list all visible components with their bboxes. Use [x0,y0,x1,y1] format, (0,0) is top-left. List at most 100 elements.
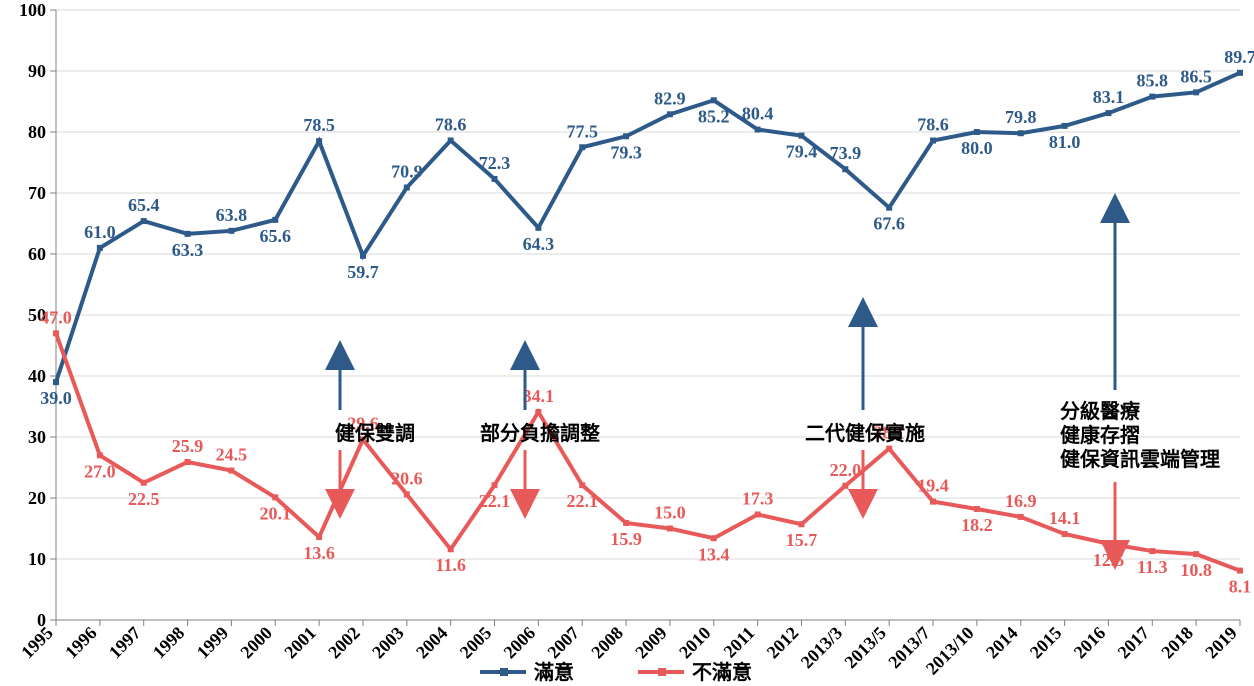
data-label-1: 22.5 [128,489,160,509]
y-tick-label: 20 [28,488,46,508]
legend-label: 不滿意 [692,660,752,684]
y-tick-label: 70 [28,183,46,203]
series-line-0 [56,73,1240,382]
series-marker-1 [492,482,498,488]
x-tick-label: 2001 [280,623,320,663]
x-tick-label: 1998 [149,623,189,663]
x-tick-label: 2002 [324,623,364,663]
series-marker-0 [1193,89,1199,95]
x-tick-label: 2006 [500,623,540,663]
data-label-1: 24.5 [216,445,248,465]
x-tick-label: 2009 [631,623,671,663]
x-tick-label: 2015 [1026,623,1066,663]
data-label-1: 20.6 [391,468,423,488]
data-label-1: 25.9 [172,436,204,456]
series-marker-0 [272,217,278,223]
series-marker-1 [930,499,936,505]
legend-marker [500,668,508,676]
data-label-0: 83.1 [1093,87,1125,107]
data-label-0: 81.0 [1049,132,1081,152]
data-label-1: 22.1 [479,491,511,511]
series-marker-1 [1105,541,1111,547]
x-tick-label: 2017 [1114,623,1154,663]
x-tick-label: 2011 [720,623,759,662]
data-label-0: 79.4 [786,142,818,162]
annotation-text: 健保資訊雲端管理 [1060,447,1220,471]
data-label-0: 39.0 [40,388,72,408]
annotation-text: 健保雙調 [335,421,415,445]
data-label-0: 82.9 [654,88,686,108]
series-marker-1 [185,459,191,465]
series-marker-0 [886,205,892,211]
x-tick-label: 2019 [1201,623,1241,663]
series-marker-0 [360,253,366,259]
data-label-0: 86.5 [1180,66,1212,86]
data-label-1: 15.9 [610,529,642,549]
y-tick-label: 40 [28,366,46,386]
data-label-0: 63.3 [172,240,204,260]
annotation-text: 健康存摺 [1060,423,1140,447]
x-tick-label: 2010 [675,623,715,663]
series-marker-1 [623,520,629,526]
y-tick-label: 90 [28,61,46,81]
x-tick-label: 1999 [193,623,233,663]
series-marker-1 [1018,514,1024,520]
series-marker-1 [755,511,761,517]
data-label-1: 17.3 [742,488,774,508]
series-marker-1 [97,452,103,458]
series-marker-1 [974,506,980,512]
data-label-0: 80.0 [961,138,993,158]
series-marker-0 [711,97,717,103]
data-label-0: 59.7 [347,262,379,282]
data-label-1: 27.0 [84,461,116,481]
series-marker-1 [798,521,804,527]
legend-label: 滿意 [534,660,574,684]
data-label-0: 78.5 [303,115,335,135]
x-tick-label: 2003 [368,623,408,663]
series-marker-0 [97,245,103,251]
series-marker-1 [667,526,673,532]
y-tick-label: 100 [19,0,46,20]
data-label-1: 15.7 [786,530,818,550]
x-tick-label: 2007 [543,623,583,663]
data-label-1: 8.1 [1229,577,1252,597]
series-marker-0 [185,231,191,237]
series-marker-0 [448,138,454,144]
series-marker-1 [448,546,454,552]
y-tick-label: 80 [28,122,46,142]
data-label-0: 79.8 [1005,107,1037,127]
x-tick-label: 2000 [236,623,276,663]
series-marker-0 [623,133,629,139]
series-marker-0 [141,218,147,224]
data-label-1: 20.1 [260,503,292,523]
series-marker-0 [798,133,804,139]
series-marker-0 [316,138,322,144]
series-marker-1 [1062,531,1068,537]
series-marker-1 [1149,548,1155,554]
x-tick-label: 2012 [763,623,803,663]
data-label-0: 78.6 [917,115,949,135]
annotation-text: 部分負擔調整 [480,421,600,445]
series-marker-1 [842,483,848,489]
x-tick-label: 2013/5 [841,623,891,673]
series-marker-1 [272,494,278,500]
data-label-0: 78.6 [435,115,467,135]
data-label-1: 14.1 [1049,508,1081,528]
series-marker-0 [535,225,541,231]
data-label-1: 47.0 [40,307,72,327]
series-marker-0 [667,111,673,117]
annotation-text: 分級醫療 [1060,399,1140,423]
x-tick-label: 2008 [587,623,627,663]
data-label-1: 22.1 [566,491,598,511]
series-marker-0 [1062,123,1068,129]
y-tick-label: 60 [28,244,46,264]
x-tick-label: 2013/3 [797,623,847,673]
annotation-text: 二代健保實施 [805,421,925,445]
x-tick-label: 2013/10 [922,623,978,679]
series-marker-0 [1237,70,1243,76]
data-label-0: 61.0 [84,222,116,242]
series-marker-0 [930,138,936,144]
data-label-0: 65.6 [260,226,292,246]
series-marker-1 [316,534,322,540]
data-label-1: 34.1 [523,386,555,406]
